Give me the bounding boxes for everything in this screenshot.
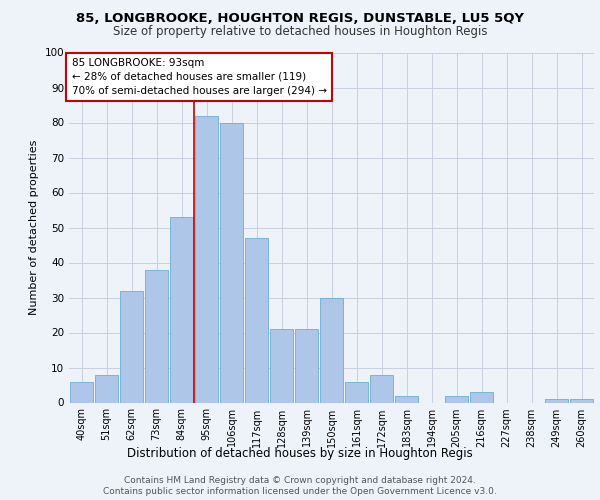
Bar <box>245 238 268 402</box>
Text: 85, LONGBROOKE, HOUGHTON REGIS, DUNSTABLE, LU5 5QY: 85, LONGBROOKE, HOUGHTON REGIS, DUNSTABL… <box>76 12 524 26</box>
Bar <box>395 396 418 402</box>
Bar <box>220 122 243 402</box>
Text: 85 LONGBROOKE: 93sqm
← 28% of detached houses are smaller (119)
70% of semi-deta: 85 LONGBROOKE: 93sqm ← 28% of detached h… <box>71 58 326 96</box>
Y-axis label: Number of detached properties: Number of detached properties <box>29 140 39 315</box>
Bar <box>295 329 318 402</box>
Bar <box>70 382 93 402</box>
Text: Contains public sector information licensed under the Open Government Licence v3: Contains public sector information licen… <box>103 488 497 496</box>
Bar <box>470 392 493 402</box>
Bar <box>145 270 168 402</box>
Bar <box>345 382 368 402</box>
Text: Distribution of detached houses by size in Houghton Regis: Distribution of detached houses by size … <box>127 448 473 460</box>
Bar <box>370 374 393 402</box>
Text: Contains HM Land Registry data © Crown copyright and database right 2024.: Contains HM Land Registry data © Crown c… <box>124 476 476 485</box>
Bar <box>320 298 343 403</box>
Bar <box>570 399 593 402</box>
Bar <box>270 329 293 402</box>
Bar <box>120 290 143 403</box>
Text: Size of property relative to detached houses in Houghton Regis: Size of property relative to detached ho… <box>113 25 487 38</box>
Bar <box>445 396 468 402</box>
Bar <box>95 374 118 402</box>
Bar <box>545 399 568 402</box>
Bar <box>195 116 218 403</box>
Bar <box>170 217 193 402</box>
